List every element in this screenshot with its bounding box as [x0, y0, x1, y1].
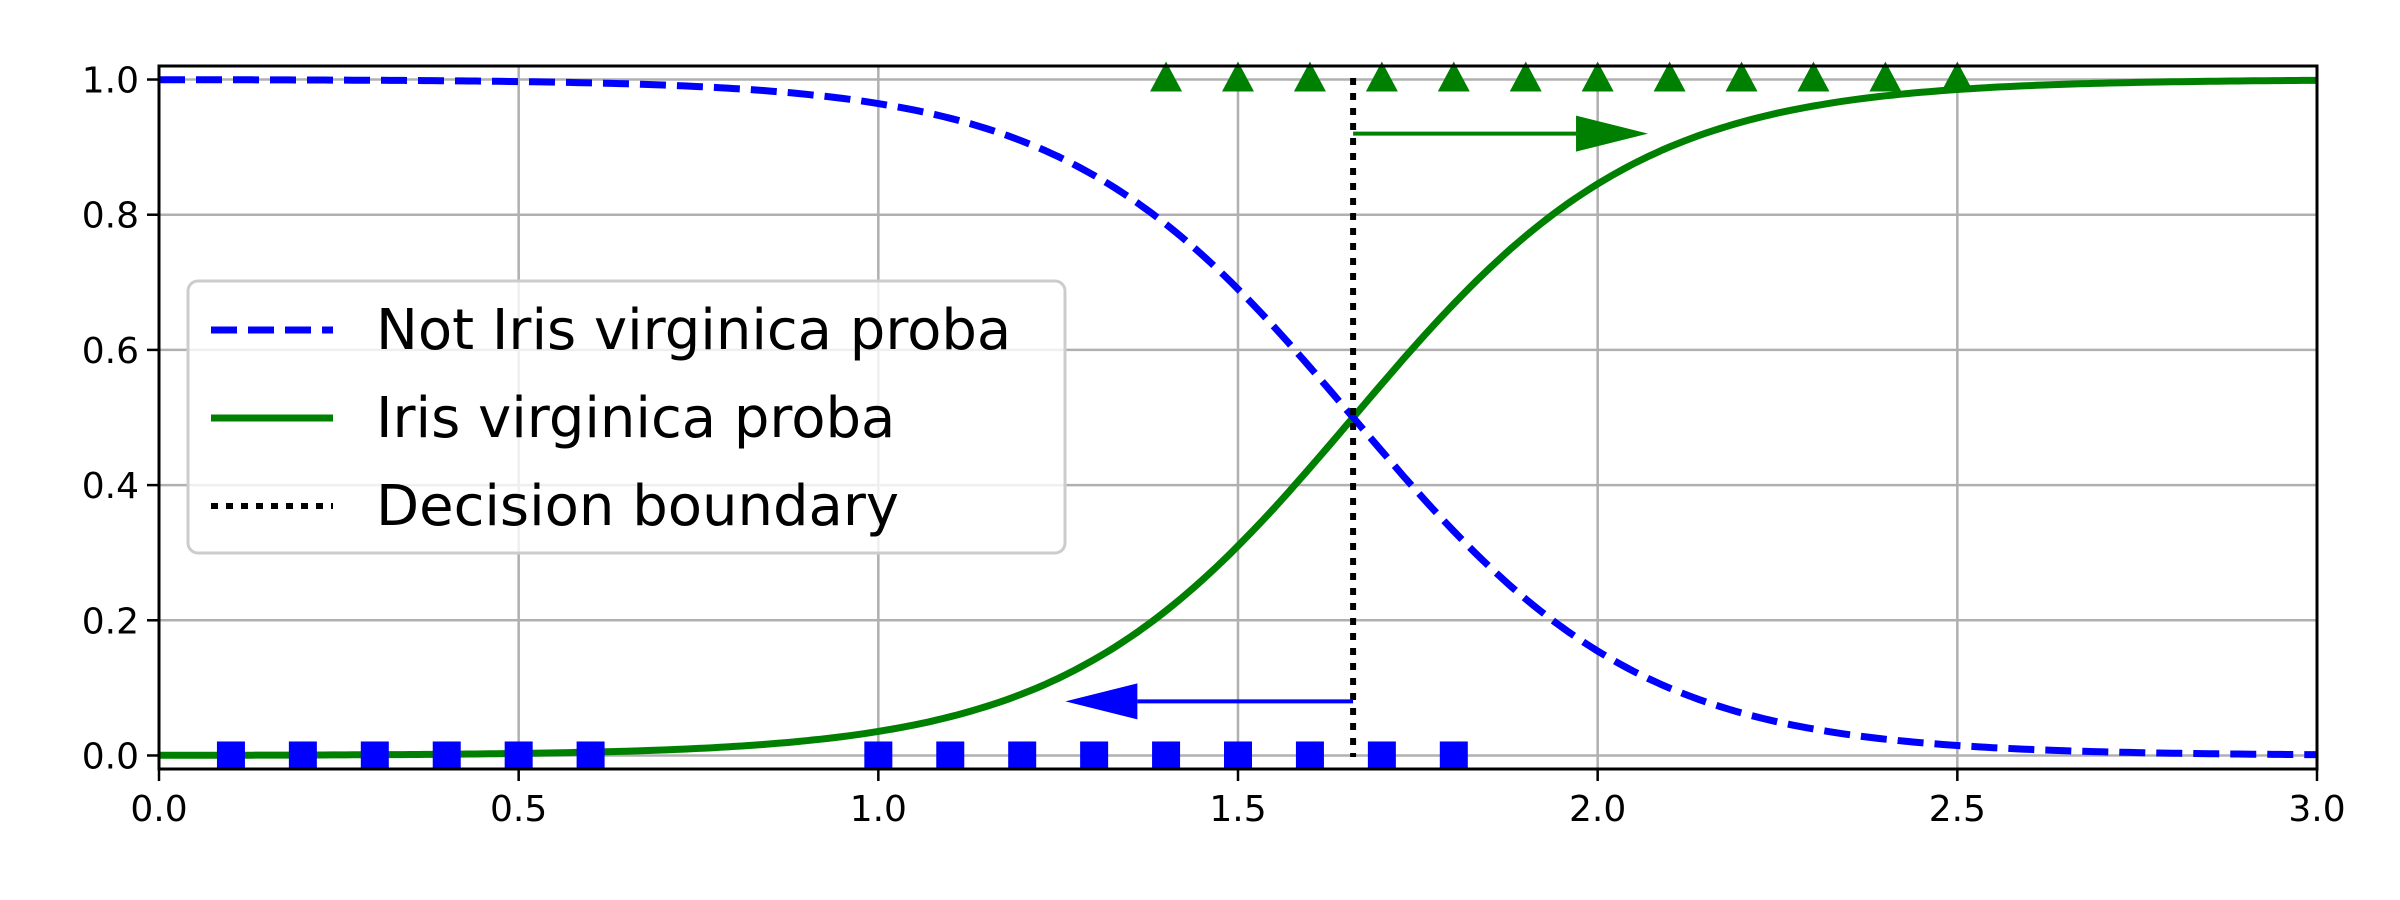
class-0-square-point [864, 741, 893, 770]
x-tick-label: 2.5 [1929, 789, 1986, 830]
class-0-square-point [576, 741, 605, 770]
x-tick-label: 2.0 [1569, 789, 1626, 830]
class-1-triangle-point [1437, 61, 1470, 92]
legend-label: Not Iris virginica proba [376, 298, 1011, 363]
class-1-triangle-point [1509, 61, 1542, 92]
class-0-square-point [432, 741, 461, 770]
x-tick-label: 1.0 [850, 789, 907, 830]
right-arrow [1353, 115, 1649, 152]
y-tick-label: 0.2 [82, 601, 139, 642]
class-0-square-point [1008, 741, 1037, 770]
class-1-triangle-point [1941, 61, 1974, 92]
series-not-iris-virginica-proba [159, 76, 2317, 759]
class-1-triangle-point [1150, 61, 1183, 92]
class-1-triangle-point [1797, 61, 1830, 92]
class-0-square-point [1367, 741, 1396, 770]
plot-frame [157, 64, 2319, 771]
class-1-triangle-point [1293, 61, 1326, 92]
y-tick-label: 0.4 [82, 466, 139, 507]
class-0-square-point [360, 741, 389, 770]
legend-label: Decision boundary [376, 474, 899, 539]
legend: Not Iris virginica proba Iris virginica p… [186, 279, 1067, 555]
y-tick-label: 1.0 [82, 61, 139, 102]
data-points [216, 61, 1974, 770]
right-arrow-head [1576, 115, 1649, 152]
class-1-triangle-point [1365, 61, 1398, 92]
class-0-square-point [1224, 741, 1252, 770]
y-tick-label: 0.0 [82, 736, 139, 777]
class-0-square-point [1080, 741, 1109, 770]
class-0-square-point [288, 741, 317, 770]
class-0-square-point [504, 741, 533, 770]
class-1-triangle-point [1222, 61, 1254, 92]
left-arrow-head [1065, 683, 1138, 720]
y-tick-label: 0.6 [82, 331, 139, 372]
class-1-triangle-point [1725, 61, 1758, 92]
legend-label: Iris virginica proba [376, 386, 895, 451]
class-1-triangle-point [1869, 61, 1902, 92]
x-tick-label: 3.0 [2288, 789, 2345, 830]
axis-ticks: 0.0 0.5 1.0 1.5 2.0 2.5 3.0 0.0 0.2 0.4 0.6 0.8 1.0 [82, 61, 2346, 830]
class-0-square-point [216, 741, 245, 770]
x-tick-label: 1.5 [1209, 789, 1266, 830]
class-0-square-point [1439, 741, 1468, 770]
class-0-square-point [1152, 741, 1181, 770]
x-tick-label: 0.0 [130, 789, 187, 830]
class-1-triangle-point [1653, 61, 1686, 92]
class-1-triangle-point [1581, 61, 1614, 92]
x-tick-label: 0.5 [490, 789, 547, 830]
legend-box [186, 279, 1067, 555]
arrows [1065, 115, 1649, 720]
class-0-square-point [1295, 741, 1324, 770]
y-tick-label: 0.8 [82, 196, 139, 237]
class-0-square-point [936, 741, 965, 770]
left-arrow [1065, 683, 1354, 720]
